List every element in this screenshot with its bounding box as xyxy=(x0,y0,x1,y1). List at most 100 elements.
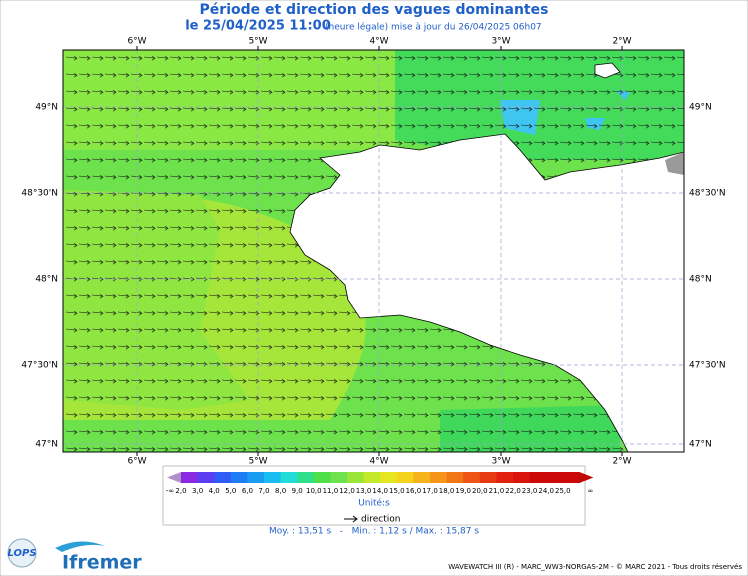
scale-label: 10,0 xyxy=(306,487,322,495)
scale-label: 16,0 xyxy=(406,487,422,495)
scale-segment xyxy=(297,472,315,483)
lat-label: 47°N xyxy=(35,440,58,450)
update-note: (heure légale) mise à jour du 26/04/2025… xyxy=(325,22,542,33)
scale-segment xyxy=(479,472,497,483)
scale-segment xyxy=(496,472,514,483)
scale-label: 20,0 xyxy=(472,487,488,495)
ifremer-wave xyxy=(55,541,105,552)
lat-label: 47°30'N xyxy=(689,361,726,371)
lon-label: 3°W xyxy=(491,457,510,467)
lon-label: 5°W xyxy=(248,37,267,47)
arrow-row xyxy=(65,55,684,61)
arrow-row xyxy=(65,123,684,129)
scale-label: 15,0 xyxy=(389,487,405,495)
scale-label: 13,0 xyxy=(356,487,372,495)
scale-label: 21,0 xyxy=(489,487,505,495)
direction-label: direction xyxy=(361,515,400,525)
lon-label: 3°W xyxy=(491,37,510,47)
scale-segment xyxy=(513,472,530,483)
stats: Moy. : 13,51 s - Min. : 1,12 s / Max. : … xyxy=(269,527,479,537)
scale-segment xyxy=(446,472,464,483)
lat-label: 48°N xyxy=(689,275,712,285)
scale-label: 23,0 xyxy=(522,487,538,495)
lon-label: 6°W xyxy=(127,457,146,467)
lat-label: 48°30'N xyxy=(21,189,58,199)
graticule xyxy=(63,50,684,452)
scale-segment xyxy=(313,472,331,483)
lat-label: 48°30'N xyxy=(689,189,726,199)
scale-segment xyxy=(347,472,364,483)
scale-segment xyxy=(247,472,265,483)
lon-label: 5°W xyxy=(248,457,267,467)
lat-label: 47°N xyxy=(689,440,712,450)
scale-label: 3,0 xyxy=(192,487,203,495)
lon-label: 4°W xyxy=(369,457,388,467)
scale-label: 7,0 xyxy=(258,487,269,495)
scale-label: 5,0 xyxy=(225,487,236,495)
scale-segment xyxy=(214,472,232,483)
legend: -∞ 2,0 3,0 4,0 5,0 6,0 7,0 8,0 9,0 10,0 11,0 12,0 13… xyxy=(162,465,594,526)
scale-label: 24,0 xyxy=(538,487,554,495)
arrow-row xyxy=(65,89,684,95)
scale-end xyxy=(579,472,594,483)
scale-segment xyxy=(181,472,198,483)
scale-segment xyxy=(529,472,547,483)
unit: Unité:s xyxy=(358,498,390,509)
scale-label: 18,0 xyxy=(439,487,455,495)
scale-label: 25,0 xyxy=(555,487,571,495)
lat-label: 47°30'N xyxy=(21,361,58,371)
map-frame xyxy=(62,49,685,453)
scale-segment xyxy=(363,472,381,483)
arrow-row xyxy=(65,106,684,112)
scale-label: 12,0 xyxy=(339,487,355,495)
scale-segment xyxy=(396,472,414,483)
scale-label: 2,0 xyxy=(175,487,186,495)
ifremer-text: Ifremer xyxy=(62,552,142,574)
scale-segment xyxy=(380,472,398,483)
scale-label: 19,0 xyxy=(455,487,471,495)
date: le 25/04/2025 11:00 xyxy=(185,19,331,34)
period-zone xyxy=(440,405,620,452)
land-mask xyxy=(665,152,684,175)
title: Période et direction des vagues dominant… xyxy=(200,2,549,18)
scale-segment xyxy=(330,472,348,483)
scale-label: 9,0 xyxy=(292,487,303,495)
lops-text: LOPS xyxy=(7,548,36,559)
land xyxy=(289,133,684,452)
lops-logo xyxy=(7,538,37,568)
lat-label: 49°N xyxy=(689,103,712,113)
axes: 6°W 6°W 5°W 5°W 4°W 4°W 3°W 3°W 2°W 2°W 49°N 49°N 48… xyxy=(21,37,725,467)
scale-segment xyxy=(230,472,248,483)
footer: WAVEWATCH III (R) - MARC_WW3-NORGAS-2M -… xyxy=(448,563,742,571)
lon-label: 2°W xyxy=(612,457,631,467)
scale-label: 6,0 xyxy=(242,487,253,495)
lat-label: 48°N xyxy=(35,275,58,285)
period-zone xyxy=(585,90,630,130)
scale-segment xyxy=(280,472,298,483)
scale-label: 17,0 xyxy=(422,487,438,495)
scale-label: 22,0 xyxy=(505,487,521,495)
scale-segment xyxy=(430,472,447,483)
lon-label: 2°W xyxy=(612,37,631,47)
map xyxy=(63,50,684,452)
lat-label: 49°N xyxy=(35,103,58,113)
direction-arrow-head xyxy=(352,515,358,523)
scale-segment xyxy=(264,472,281,483)
period-zone xyxy=(63,50,395,150)
scale-segment xyxy=(546,472,564,483)
scale-segment xyxy=(413,472,431,483)
scale-label: 11,0 xyxy=(323,487,339,495)
lon-label: 6°W xyxy=(127,37,146,47)
scale-segment xyxy=(197,472,215,483)
arrow-row xyxy=(65,446,684,452)
lon-label: 4°W xyxy=(369,37,388,47)
arrow-row xyxy=(65,72,684,78)
legend-box xyxy=(162,465,586,526)
period-zone xyxy=(395,50,684,160)
scale-label: 4,0 xyxy=(209,487,220,495)
scale-label: 14,0 xyxy=(372,487,388,495)
scale-label: ∞ xyxy=(587,487,593,495)
scale-end xyxy=(167,472,181,483)
scale-segment xyxy=(463,472,481,483)
